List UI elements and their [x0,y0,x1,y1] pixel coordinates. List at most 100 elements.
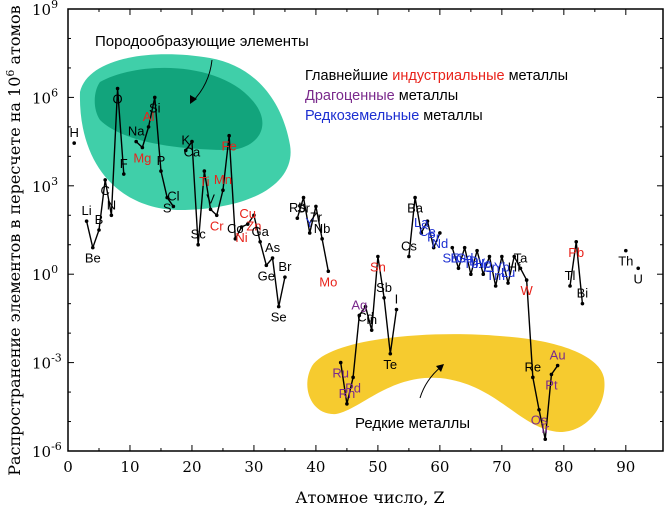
element-label-tb: Tb [463,256,478,271]
data-point-gd [462,245,467,250]
element-label-os: Os [531,413,548,428]
data-point-bi [580,301,585,306]
element-label-te: Te [383,357,397,372]
element-label-mg: Mg [133,150,151,165]
legend-entry: Драгоценные металлы [305,88,458,104]
element-label-o: O [113,92,123,107]
data-point-cs [407,254,411,259]
data-point-os [537,407,541,412]
data-point-co [233,237,238,241]
x-tick-label: 30 [244,458,263,476]
x-tick-label: 60 [430,458,449,476]
data-point-ir [543,437,548,442]
data-point-p [159,169,163,173]
plot-frame [67,8,664,452]
y-tick-base: 10 [32,1,51,19]
x-tick-label: 80 [554,458,573,476]
element-label-mo: Mo [319,274,337,289]
data-point-h [72,141,76,145]
y-axis-title-suffix: атомов Si [5,0,24,70]
element-label-cd: Cd [357,310,374,325]
element-label-rh: Rh [339,386,356,401]
element-label-ti: Ti [199,174,209,189]
axis-ticks [67,8,663,452]
y-tick-exponent: -3 [51,352,62,365]
x-tick-label: 10 [120,458,139,476]
y-tick-label: 103 [32,175,58,196]
element-label-k: K [181,132,190,147]
y-tick-base: 10 [32,266,51,284]
element-label-se: Se [271,310,287,325]
element-label-cu: Cu [239,206,256,221]
element-label-as: As [265,240,281,255]
data-point-ni [239,225,244,229]
data-point-lu [506,281,510,285]
element-label-s: S [163,201,172,216]
rock-forming-region [79,54,291,211]
element-label-ga: Ga [251,224,269,239]
element-label-ru: Ru [332,366,349,381]
y-tick-base: 10 [32,355,51,373]
element-label-gd: Gd [456,251,473,266]
element-label-tm: Tm [486,268,505,283]
y-axis-title-sup: 6 [4,70,17,77]
legend-text-part: металлы [395,88,458,104]
y-tick-exponent: 9 [51,0,58,11]
data-point-zn [252,213,256,218]
data-point-s [165,195,169,200]
y-tick-label: 10-6 [32,440,62,461]
element-label-sc: Sc [191,227,207,242]
element-label-co: Co [227,221,244,236]
element-label-bi: Bi [577,286,589,301]
legend-text-part: Главнейшие [305,68,392,84]
x-tick-label: 50 [368,458,387,476]
element-label-si: Si [149,100,161,115]
data-point-v [208,207,213,212]
element-label-ta: Ta [514,250,529,265]
element-label-f: F [120,156,128,171]
data-point-la [419,231,424,235]
data-point-as [270,256,275,260]
y-tick-label: 106 [32,86,58,107]
element-label-ca: Ca [184,145,201,160]
data-point-tm [493,284,498,288]
y-axis-title: Распространение элементов в пересчете на… [4,0,24,476]
element-label-be: Be [85,251,101,266]
element-label-u: U [634,271,643,286]
data-point-tb [469,272,473,277]
data-point-cr [214,213,219,218]
element-label-la: La [414,215,429,230]
y-tick-label: 10-3 [32,352,62,373]
legend: Главнейшие индустриальные металлыДрагоце… [305,68,568,124]
legend-text-part: индустриальные [392,68,504,84]
y-tick-exponent: 3 [51,175,58,188]
legend-text-part: Драгоценные [305,88,395,104]
data-point-f [121,172,126,176]
element-label-sn: Sn [370,260,386,275]
data-point-k [183,148,188,153]
y-tick-base: 10 [32,443,51,461]
legend-entry: Главнейшие индустриальные металлы [305,68,568,84]
data-point-rb [295,216,300,221]
element-label-nb: Nb [314,221,331,236]
element-label-i: I [395,292,399,307]
element-label-p: P [157,153,166,168]
data-point-pb [574,239,579,244]
element-label-na: Na [128,124,145,139]
data-point-eu [456,266,461,271]
data-point-ti [202,169,207,173]
data-point-be [90,245,95,250]
element-label-br: Br [278,259,292,274]
element-label-ge: Ge [258,268,275,283]
data-point-tl [568,284,572,288]
x-tick-label: 0 [63,458,73,476]
data-point-th [624,248,628,253]
data-point-y [307,231,312,235]
x-tick-label: 20 [182,458,201,476]
element-label-c: C [100,183,109,198]
legend-entry: Редкоземельные металлы [305,108,483,124]
data-point-n [109,213,114,218]
element-label-ag: Ag [351,297,367,312]
element-label-yb: Yb [494,260,510,275]
